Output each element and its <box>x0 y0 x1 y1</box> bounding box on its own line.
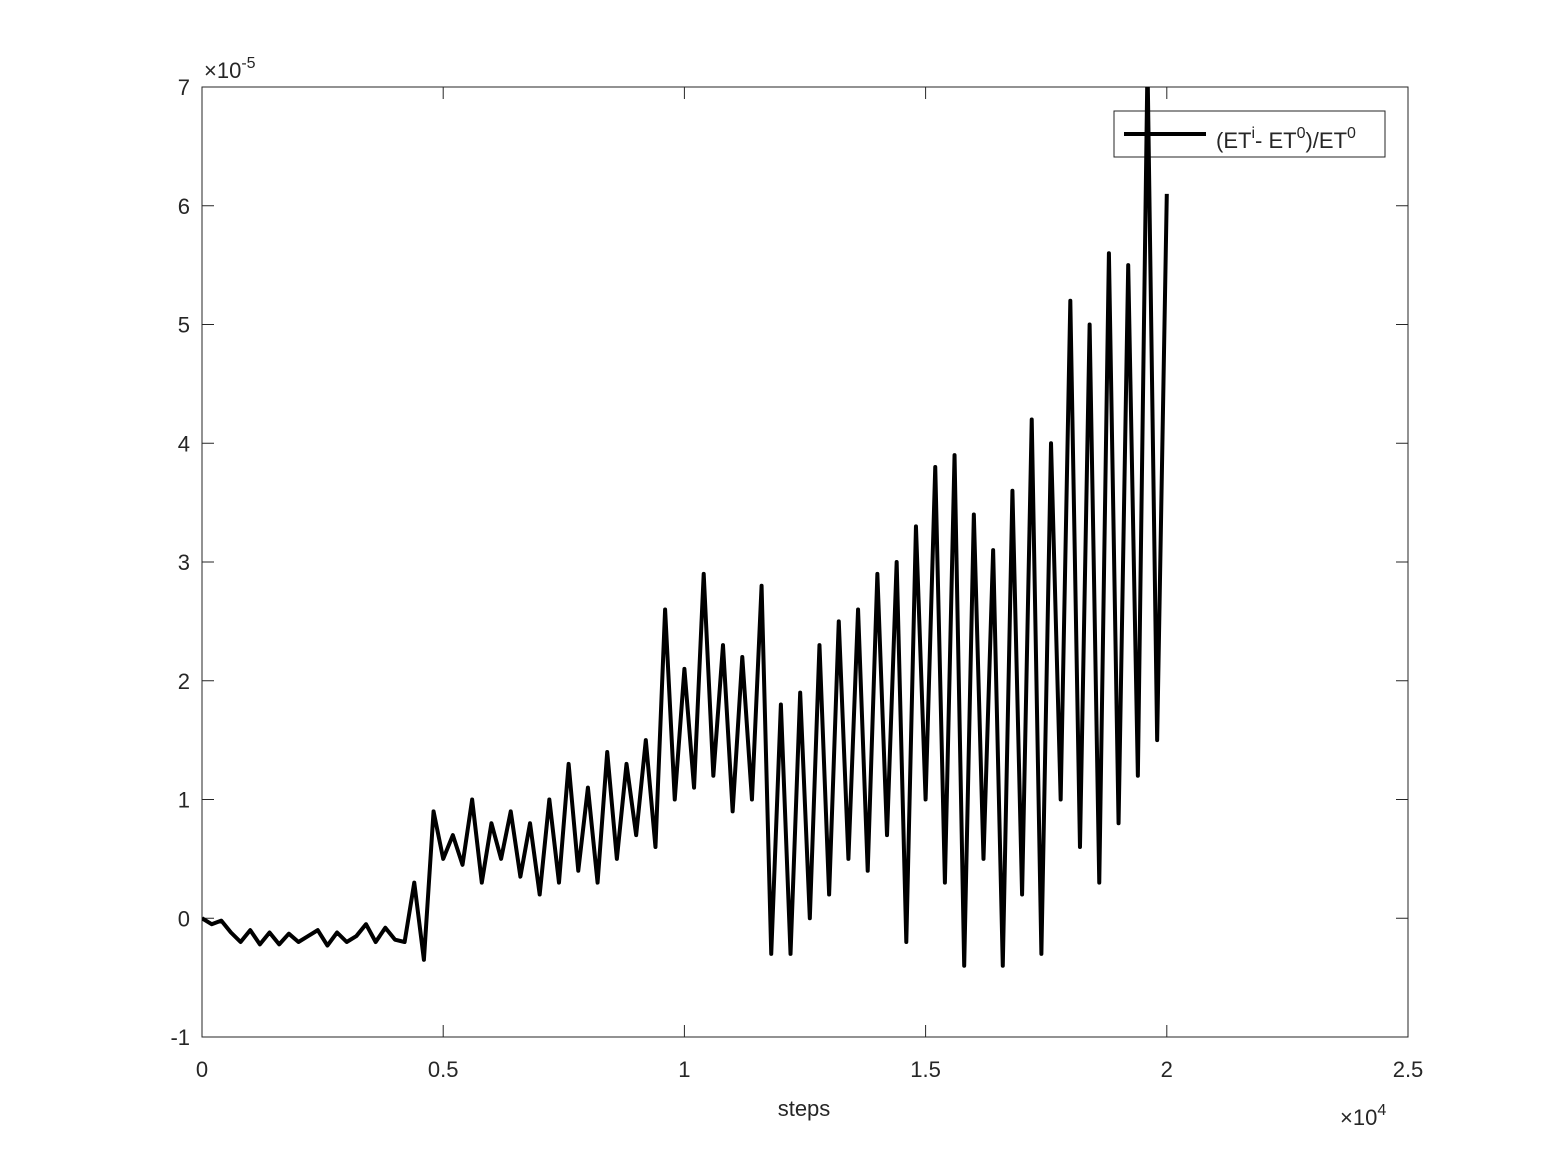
legend-label-part: (ET <box>1216 128 1251 153</box>
series-line <box>202 87 1169 968</box>
y-tick-label: 0 <box>178 906 190 931</box>
x-scale-exponent: 4 <box>1377 1102 1386 1119</box>
x-tick-label: 1.5 <box>910 1057 941 1082</box>
x-tick-label: 0.5 <box>428 1057 459 1082</box>
y-tick-label: 5 <box>178 313 190 338</box>
y-scale-label: ×10-5 <box>204 55 256 83</box>
legend-label-part: i <box>1251 125 1255 142</box>
x-scale-label: ×104 <box>1340 1102 1386 1130</box>
legend-label-part: 0 <box>1297 125 1306 142</box>
y-tick-label: 2 <box>178 669 190 694</box>
legend-label: (ETi- ET0)/ET0 <box>1216 125 1356 153</box>
legend-label-part: - ET <box>1255 128 1297 153</box>
x-axis-label: steps <box>778 1096 831 1121</box>
x-tick-label: 1 <box>678 1057 690 1082</box>
plot-area <box>201 86 1409 1038</box>
y-tick-label: 4 <box>178 431 190 456</box>
y-tick-label: 1 <box>178 788 190 813</box>
x-tick-label: 2.5 <box>1393 1057 1424 1082</box>
y-tick-label: -1 <box>170 1025 190 1050</box>
legend: (ETi- ET0)/ET0 <box>1113 110 1386 158</box>
y-tick-label: 6 <box>178 194 190 219</box>
y-tick-label: 7 <box>178 75 190 100</box>
x-scale-base: ×10 <box>1340 1105 1377 1130</box>
legend-label-part: )/ET <box>1305 128 1347 153</box>
y-scale-exponent: -5 <box>241 55 255 72</box>
legend-label-part: 0 <box>1347 125 1356 142</box>
x-tick-label: 0 <box>196 1057 208 1082</box>
y-tick-label: 3 <box>178 550 190 575</box>
x-tick-label: 2 <box>1161 1057 1173 1082</box>
y-scale-base: ×10 <box>204 58 241 83</box>
